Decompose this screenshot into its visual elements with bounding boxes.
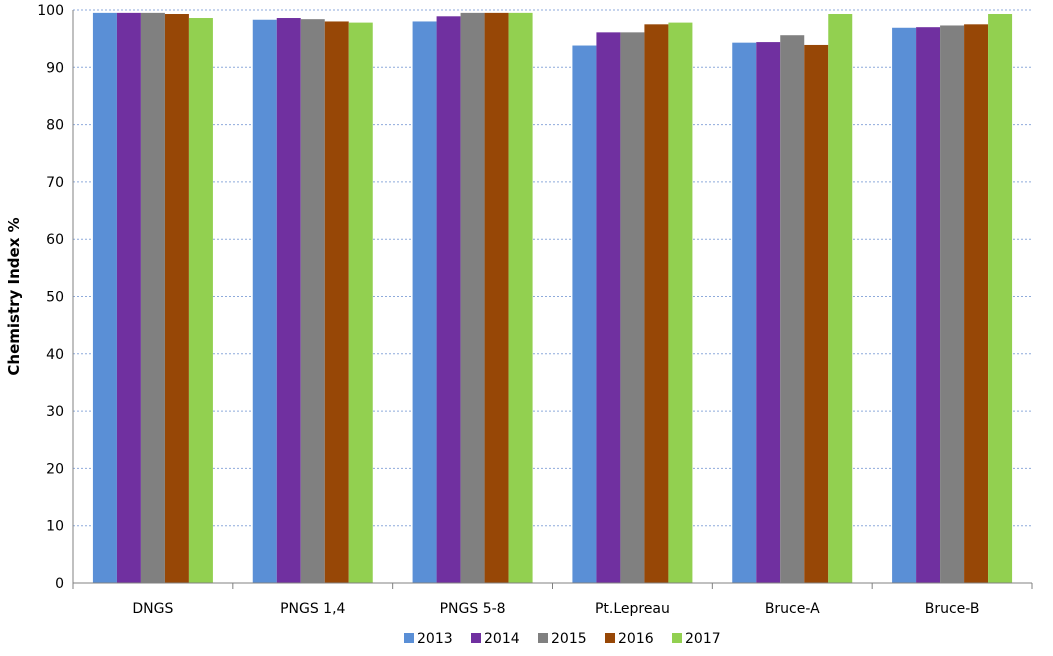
- bar-bruce-a-2013: [732, 42, 757, 583]
- grid-layer: [72, 9, 1033, 589]
- bar-pngs-1-4-2013: [252, 19, 277, 583]
- bar-dngs-2015: [140, 12, 165, 584]
- legend-swatch-2016: [605, 633, 615, 643]
- legend-label-2017: 2017: [685, 631, 721, 647]
- x-tick-label-0: DNGS: [132, 601, 173, 617]
- x-tick-label-1: PNGS 1,4: [280, 601, 345, 617]
- bar-pngs-5-8-2017: [508, 12, 533, 584]
- bar-dngs-2017: [188, 18, 213, 584]
- bar-bruce-b-2014: [916, 27, 941, 583]
- bar-bruce-b-2017: [988, 14, 1013, 584]
- bar-pngs-5-8-2016: [484, 12, 509, 584]
- bar-dngs-2013: [92, 12, 117, 584]
- y-tick-labels: 0 10 20 30 40 50 60 70 80 90 100: [37, 3, 64, 592]
- legend-swatch-2017: [672, 633, 682, 643]
- bar-pngs-1-4-2016: [324, 21, 349, 583]
- bar-pngs-5-8-2013: [412, 21, 437, 583]
- bar-pngs-5-8-2015: [460, 12, 485, 584]
- y-tick-label-30: 30: [46, 404, 64, 420]
- bar-pt-lepreau-2015: [620, 32, 645, 584]
- y-tick-label-80: 80: [46, 118, 64, 134]
- legend-label-2015: 2015: [551, 631, 587, 647]
- x-tick-label-5: Bruce-B: [925, 601, 980, 617]
- bar-bruce-a-2016: [804, 44, 829, 583]
- legend-label-2014: 2014: [484, 631, 520, 647]
- bar-pngs-1-4-2017: [348, 22, 373, 583]
- x-tick-label-3: Pt.Lepreau: [595, 601, 670, 617]
- legend-label-2016: 2016: [618, 631, 654, 647]
- legend-swatch-2014: [471, 633, 481, 643]
- x-tick-label-4: Bruce-A: [765, 601, 820, 617]
- bar-pt-lepreau-2017: [668, 22, 693, 583]
- bar-pngs-1-4-2014: [276, 18, 301, 584]
- y-tick-label-40: 40: [46, 347, 64, 363]
- bar-bruce-a-2015: [780, 35, 805, 584]
- bar-pngs-1-4-2015: [300, 19, 325, 584]
- y-tick-label-0: 0: [55, 576, 64, 592]
- legend-swatch-2015: [538, 633, 548, 643]
- bar-bruce-a-2017: [828, 14, 853, 584]
- bar-pngs-5-8-2014: [436, 16, 461, 584]
- y-tick-label-100: 100: [37, 3, 64, 19]
- x-tick-label-2: PNGS 5-8: [440, 601, 506, 617]
- bar-dngs-2014: [116, 12, 141, 584]
- bar-pt-lepreau-2013: [572, 45, 597, 583]
- y-tick-label-60: 60: [46, 232, 64, 248]
- y-tick-label-20: 20: [46, 461, 64, 477]
- y-tick-label-70: 70: [46, 175, 64, 191]
- y-tick-label-10: 10: [46, 519, 64, 535]
- bar-bruce-b-2015: [940, 25, 965, 583]
- legend-swatch-2013: [404, 633, 414, 643]
- bar-bruce-b-2013: [892, 27, 917, 583]
- axes-layer: [72, 10, 1032, 584]
- bars-layer: [92, 12, 1013, 584]
- y-axis-title: Chemistry Index %: [5, 217, 23, 375]
- bar-dngs-2016: [164, 14, 189, 584]
- y-tick-label-50: 50: [46, 290, 64, 306]
- legend: 2013 2014 2015 2016 2017: [404, 631, 721, 647]
- legend-label-2013: 2013: [417, 631, 453, 647]
- bar-pt-lepreau-2014: [596, 32, 621, 584]
- bar-pt-lepreau-2016: [644, 24, 669, 583]
- x-tick-labels: DNGS PNGS 1,4 PNGS 5-8 Pt.Lepreau Bruce-A Bru…: [132, 601, 979, 617]
- bar-bruce-a-2014: [756, 42, 781, 583]
- y-tick-label-90: 90: [46, 60, 64, 76]
- bar-bruce-b-2016: [964, 24, 989, 583]
